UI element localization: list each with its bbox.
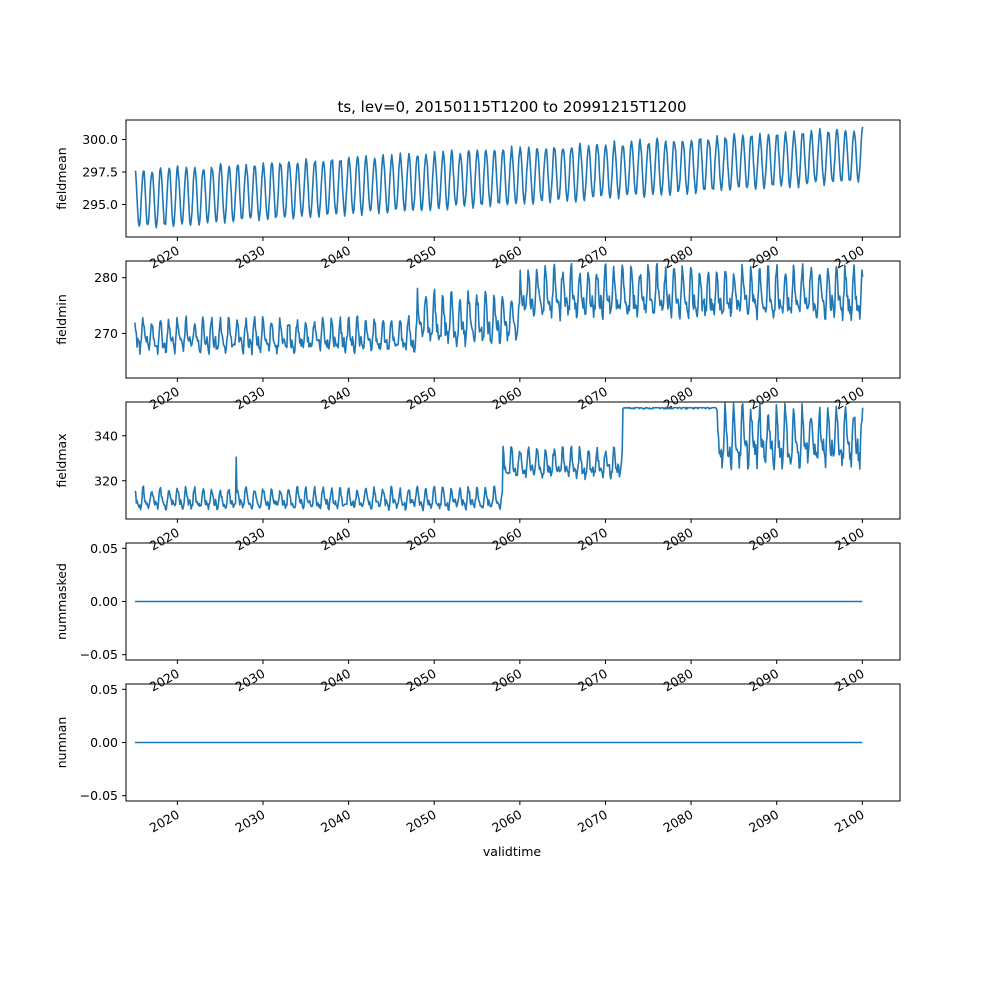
- x-tick-label-fieldmin: 2070: [575, 384, 610, 413]
- y-tick-label-nummasked: 0.05: [90, 541, 118, 556]
- x-tick-label-fieldmax: 2030: [232, 525, 267, 554]
- y-axis-label-fieldmean: fieldmean: [54, 147, 69, 209]
- panel-nummasked: −0.05 0.00 0.05 2020 2030 2040 2050 2060 2070 208…: [54, 541, 901, 695]
- x-tick-label-fieldmax: 2070: [575, 525, 610, 554]
- panel-fieldmax: 320 340 2020 2030 2040 2050 2060 2070 2080 2090 21…: [54, 401, 901, 554]
- y-axis-label-fieldmax: fieldmax: [54, 433, 69, 487]
- x-tick-label-fieldmean: 2020: [147, 243, 182, 272]
- x-tick-label-nummasked: 2030: [232, 666, 267, 695]
- y-tick-label-nummasked: 0.00: [90, 594, 118, 609]
- x-tick-label-nummasked: 2050: [404, 666, 439, 695]
- x-tick-label-fieldmean: 2040: [318, 243, 353, 272]
- x-tick-label-numnan: 2080: [661, 807, 696, 836]
- y-tick-label-numnan: 0.00: [90, 735, 118, 750]
- y-tick-label-fieldmean: 300.0: [82, 132, 118, 147]
- x-tick-label-fieldmean: 2030: [232, 243, 267, 272]
- axes-frame-fieldmean: [125, 119, 901, 238]
- y-tick-label-numnan: −0.05: [80, 788, 118, 803]
- x-tick-label-fieldmin: 2020: [147, 384, 182, 413]
- x-axis-label: validtime: [483, 844, 541, 859]
- x-tick-label-nummasked: 2080: [661, 666, 696, 695]
- x-tick-label-numnan: 2040: [318, 807, 353, 836]
- y-tick-label-fieldmin: 280: [94, 270, 118, 285]
- x-tick-label-fieldmax: 2080: [661, 525, 696, 554]
- x-tick-label-numnan: 2070: [575, 807, 610, 836]
- x-tick-label-numnan: 2060: [489, 807, 524, 836]
- series-line-fieldmin: [134, 262, 864, 356]
- axes-frame-fieldmax: [125, 401, 901, 520]
- x-tick-label-nummasked: 2090: [746, 666, 781, 695]
- y-tick-label-fieldmax: 320: [94, 473, 118, 488]
- x-tick-label-fieldmean: 2060: [489, 243, 524, 272]
- x-tick-label-fieldmean: 2050: [404, 243, 439, 272]
- x-tick-label-nummasked: 2020: [147, 666, 182, 695]
- axes-frame-fieldmin: [125, 260, 901, 379]
- x-tick-label-fieldmax: 2020: [147, 525, 182, 554]
- x-tick-label-nummasked: 2060: [489, 666, 524, 695]
- x-tick-label-nummasked: 2100: [832, 666, 867, 695]
- x-tick-label-numnan: 2100: [832, 807, 867, 836]
- x-tick-label-nummasked: 2070: [575, 666, 610, 695]
- panel-numnan: −0.05 0.00 0.05 2020 2030 2040 2050 2060 2070 208…: [54, 682, 901, 836]
- figure-title: ts, lev=0, 20150115T1200 to 20991215T120…: [337, 98, 686, 116]
- x-tick-label-fieldmax: 2040: [318, 525, 353, 554]
- x-tick-label-fieldmax: 2090: [746, 525, 781, 554]
- series-line-fieldmax: [134, 402, 864, 512]
- x-tick-label-fieldmax: 2050: [404, 525, 439, 554]
- y-tick-label-fieldmean: 297.5: [82, 165, 118, 180]
- x-tick-label-fieldmax: 2060: [489, 525, 524, 554]
- y-tick-label-numnan: 0.05: [90, 682, 118, 697]
- x-tick-label-nummasked: 2040: [318, 666, 353, 695]
- x-tick-label-numnan: 2090: [746, 807, 781, 836]
- x-tick-label-numnan: 2020: [147, 807, 182, 836]
- x-tick-label-fieldmin: 2050: [404, 384, 439, 413]
- y-tick-label-nummasked: −0.05: [80, 647, 118, 662]
- x-tick-label-fieldmin: 2060: [489, 384, 524, 413]
- y-tick-label-fieldmin: 270: [94, 326, 118, 341]
- x-tick-label-fieldmax: 2100: [832, 525, 867, 554]
- y-axis-label-fieldmin: fieldmin: [54, 294, 69, 345]
- x-tick-label-fieldmin: 2030: [232, 384, 267, 413]
- x-tick-label-numnan: 2030: [232, 807, 267, 836]
- y-axis-label-nummasked: nummasked: [54, 563, 69, 640]
- series-line-fieldmean: [134, 126, 864, 229]
- y-tick-label-fieldmax: 340: [94, 428, 118, 443]
- y-tick-label-fieldmean: 295.0: [82, 197, 118, 212]
- x-tick-label-numnan: 2050: [404, 807, 439, 836]
- y-axis-label-numnan: numnan: [54, 717, 69, 769]
- x-tick-label-fieldmin: 2040: [318, 384, 353, 413]
